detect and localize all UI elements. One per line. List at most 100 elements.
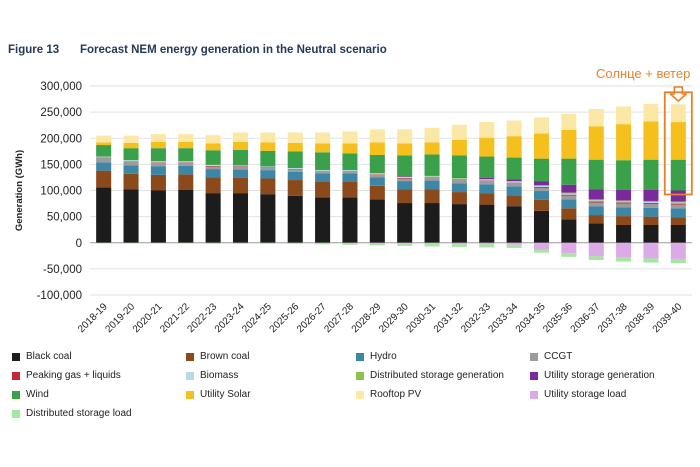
bar-segment [451, 180, 467, 184]
bar-segment [588, 256, 604, 260]
bar-segment [643, 204, 659, 208]
bar-segment [533, 185, 550, 187]
bar-segment [424, 180, 440, 190]
bar-segment [150, 162, 166, 167]
bar-segment [232, 193, 249, 243]
bar-segment [205, 166, 221, 170]
legend-swatch [12, 352, 20, 361]
bar-segment [287, 171, 303, 181]
bar-segment [397, 243, 413, 246]
bar-segment [424, 189, 440, 204]
bar-segment [342, 171, 358, 172]
bar-segment [451, 178, 467, 180]
bar-segment [287, 142, 303, 152]
bar-segment [533, 117, 550, 134]
bar-segment [232, 166, 249, 170]
bar-segment [588, 126, 604, 160]
bar-segment [123, 135, 139, 143]
legend-item: Rooftop PV [356, 389, 421, 400]
bar-segment [533, 181, 550, 186]
legend-label: Utility storage generation [544, 370, 655, 381]
bar-segment [150, 242, 166, 244]
bar-segment [561, 195, 577, 200]
bar-segment [506, 136, 522, 158]
bar-segment [397, 176, 413, 177]
bar-segment [397, 203, 413, 243]
bar-segment [397, 178, 413, 182]
bar-segment [424, 154, 440, 176]
bar-segment [123, 242, 139, 244]
y-tick-label: 0 [76, 238, 82, 250]
bar-segment [561, 129, 577, 159]
bar-segment [479, 193, 495, 205]
legend-item: Distributed storage generation [356, 370, 504, 381]
bar-segment [178, 242, 194, 244]
bar-segment [588, 202, 604, 207]
bar-segment [561, 199, 577, 209]
legend-label: Peaking gas + liquids [26, 370, 121, 381]
stacked-bar-chart: -100,000 -50,000 0 50,000 100,000 150,000 200,… [14, 66, 693, 335]
bar-segment [205, 164, 221, 166]
bar-segment [451, 155, 467, 178]
bar-segment [616, 224, 632, 243]
bar-segment [369, 177, 385, 186]
bar-segment [287, 169, 303, 172]
bar-segment [232, 242, 249, 244]
bar-segment [561, 253, 577, 257]
bar-segment [616, 216, 632, 225]
bar-segment [451, 124, 467, 140]
bar-segment [424, 242, 440, 244]
bar-segment [369, 199, 385, 243]
bar-segment [533, 191, 550, 200]
bar-segment [315, 170, 331, 172]
bar-segment [561, 193, 577, 195]
bar-segment [260, 168, 276, 171]
legend-swatch [186, 352, 194, 361]
bar-segment [342, 181, 358, 198]
bar-segment [561, 219, 577, 243]
bar-segment [670, 203, 686, 205]
bar-segment [670, 217, 686, 225]
bar-segment [588, 199, 604, 201]
bar-segment [451, 204, 467, 243]
bar-segment [260, 150, 276, 167]
bar-segment [670, 159, 686, 191]
y-tick-label: -100,000 [37, 290, 82, 302]
legend-swatch [530, 352, 538, 361]
bar-segment [616, 200, 632, 202]
bar-segment [533, 186, 550, 188]
bar-segment [315, 181, 331, 198]
bar-segment [260, 194, 276, 243]
bar-segment [150, 190, 166, 243]
bar-segment [369, 174, 385, 178]
bar-segment [232, 169, 249, 178]
y-tick-label: 300,000 [40, 81, 82, 93]
bar-segment [315, 197, 331, 243]
bar-segment [123, 189, 139, 243]
bar-segment [588, 189, 604, 200]
bar-segment [123, 173, 139, 190]
bar-segment [205, 150, 221, 165]
bar-segment [670, 242, 686, 259]
bar-segment [643, 224, 659, 243]
bar-segment [479, 180, 495, 182]
bar-segment [96, 135, 112, 143]
bar-segment [369, 129, 385, 143]
bar-segment [315, 171, 331, 172]
bar-segment [315, 152, 331, 171]
bar-segment [205, 193, 221, 243]
bar-segment [424, 127, 440, 143]
bar-segment [260, 170, 276, 179]
bar-segment [479, 184, 495, 194]
bar-segment [616, 124, 632, 161]
bar-segment [588, 215, 604, 224]
bar-segment [451, 183, 467, 193]
bar-segment [588, 159, 604, 190]
bar-segment [451, 177, 467, 179]
bar-segment [232, 141, 249, 150]
bar-segment [506, 183, 522, 187]
bar-segment [315, 132, 331, 144]
bar-segment [616, 202, 632, 204]
figure-title: Forecast NEM energy generation in the Ne… [80, 44, 387, 56]
bar-segment [123, 161, 139, 166]
